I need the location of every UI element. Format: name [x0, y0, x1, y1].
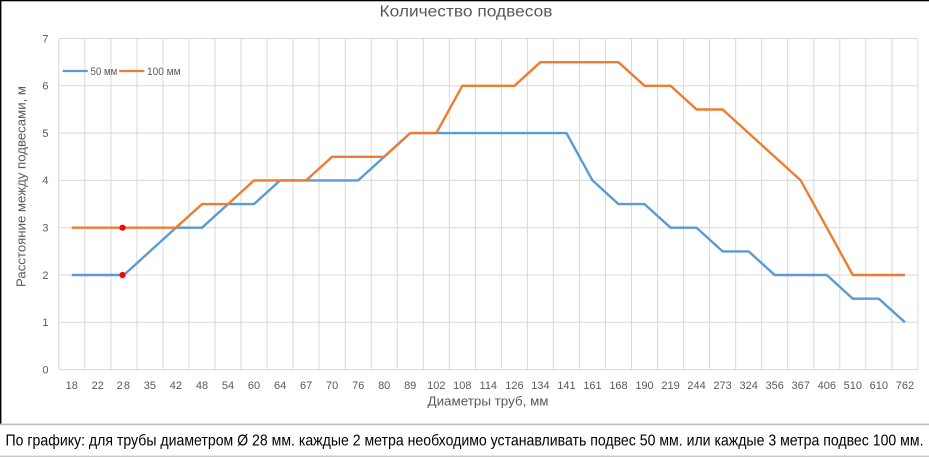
svg-text:70: 70 [326, 380, 338, 392]
svg-text:50 мм: 50 мм [91, 66, 118, 78]
svg-text:По графику: для трубы диаметро: По графику: для трубы диаметром Ø 28 мм.… [6, 432, 924, 450]
svg-text:6: 6 [42, 81, 48, 93]
svg-text:100 мм: 100 мм [147, 66, 181, 78]
svg-text:4: 4 [42, 175, 48, 187]
svg-text:367: 367 [792, 380, 810, 392]
svg-text:18: 18 [66, 380, 78, 392]
svg-text:35: 35 [144, 380, 156, 392]
svg-text:324: 324 [740, 380, 758, 392]
svg-text:42: 42 [170, 380, 182, 392]
svg-text:168: 168 [609, 380, 627, 392]
svg-text:28: 28 [117, 380, 132, 392]
svg-text:48: 48 [196, 380, 208, 392]
svg-text:356: 356 [766, 380, 784, 392]
svg-text:134: 134 [531, 380, 549, 392]
svg-text:1: 1 [42, 317, 48, 329]
svg-text:0: 0 [42, 364, 48, 376]
svg-text:64: 64 [274, 380, 286, 392]
svg-text:76: 76 [352, 380, 364, 392]
svg-text:Количество подвесов: Количество подвесов [380, 3, 553, 20]
svg-text:610: 610 [870, 380, 888, 392]
svg-text:3: 3 [42, 223, 48, 235]
svg-text:7: 7 [42, 33, 48, 45]
svg-text:126: 126 [505, 380, 523, 392]
svg-text:Расстояние между подвесами, м: Расстояние между подвесами, м [15, 86, 29, 287]
svg-text:5: 5 [42, 128, 48, 140]
svg-text:762: 762 [896, 380, 914, 392]
svg-text:406: 406 [818, 380, 836, 392]
svg-text:190: 190 [635, 380, 653, 392]
svg-text:108: 108 [453, 380, 471, 392]
svg-text:22: 22 [92, 380, 104, 392]
svg-text:60: 60 [248, 380, 260, 392]
svg-text:244: 244 [687, 380, 705, 392]
svg-text:80: 80 [378, 380, 390, 392]
svg-text:141: 141 [557, 380, 575, 392]
svg-text:89: 89 [404, 380, 416, 392]
svg-text:273: 273 [713, 380, 731, 392]
svg-text:102: 102 [427, 380, 445, 392]
svg-text:510: 510 [844, 380, 862, 392]
svg-text:Диаметры труб, мм: Диаметры труб, мм [428, 395, 549, 409]
svg-text:114: 114 [480, 380, 498, 392]
svg-text:219: 219 [661, 380, 679, 392]
svg-text:67: 67 [300, 380, 312, 392]
svg-text:54: 54 [222, 380, 234, 392]
svg-text:2: 2 [42, 270, 48, 282]
svg-text:161: 161 [583, 380, 601, 392]
